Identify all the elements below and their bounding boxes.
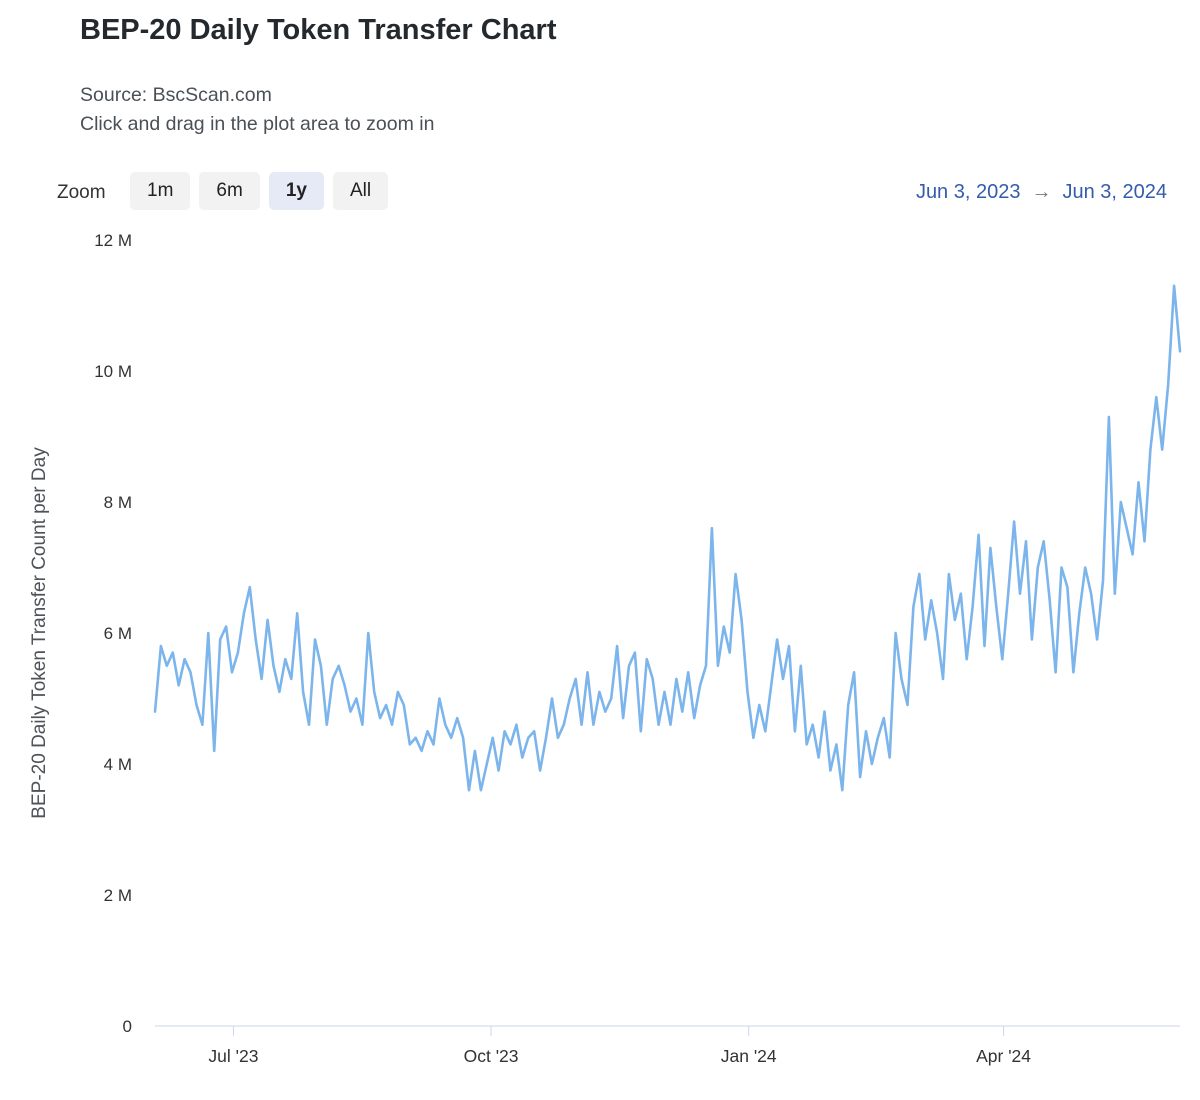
arrow-right-icon: → [1031, 181, 1052, 203]
zoom-button-1m[interactable]: 1m [130, 172, 191, 210]
chart-subtitle-hint: Click and drag in the plot area to zoom … [80, 113, 435, 135]
date-range: Jun 3, 2023 → Jun 3, 2024 [916, 181, 1167, 204]
y-axis-tick-label: 8 M [104, 493, 132, 512]
y-axis-title: BEP-20 Daily Token Transfer Count per Da… [29, 447, 50, 819]
chart-plot-area[interactable]: 0 2 M 4 M 6 M 8 M 10 M 12 M Jul '23 Oct '23 Jan '… [0, 228, 1200, 1100]
zoom-button-1y[interactable]: 1y [268, 172, 324, 210]
x-axis-tick-label: Oct '23 [464, 1046, 519, 1066]
zoom-button-6m[interactable]: 6m [199, 172, 260, 210]
y-axis-tick-label: 10 M [94, 362, 132, 381]
page-title: BEP-20 Daily Token Transfer Chart [80, 14, 557, 46]
zoom-label: Zoom [57, 182, 106, 203]
series-line [153, 284, 1182, 792]
y-axis-tick-label: 0 [123, 1017, 132, 1036]
range-to-link[interactable]: Jun 3, 2024 [1062, 181, 1167, 203]
zoom-button-group: 1m 6m 1y All [130, 172, 389, 210]
y-axis-tick-label: 4 M [104, 755, 132, 774]
y-axis-tick-label: 12 M [94, 231, 132, 250]
range-from-link[interactable]: Jun 3, 2023 [915, 181, 1021, 203]
zoom-button-all[interactable]: All [332, 172, 389, 210]
x-axis-tick-label: Apr '24 [976, 1046, 1031, 1066]
chart-subtitle-source: Source: BscScan.com [80, 84, 272, 106]
x-axis-tick-label: Jul '23 [208, 1046, 258, 1066]
y-axis-tick-label: 6 M [104, 624, 132, 643]
y-axis-tick-label: 2 M [104, 886, 132, 905]
x-axis-tick-label: Jan '24 [721, 1046, 777, 1066]
